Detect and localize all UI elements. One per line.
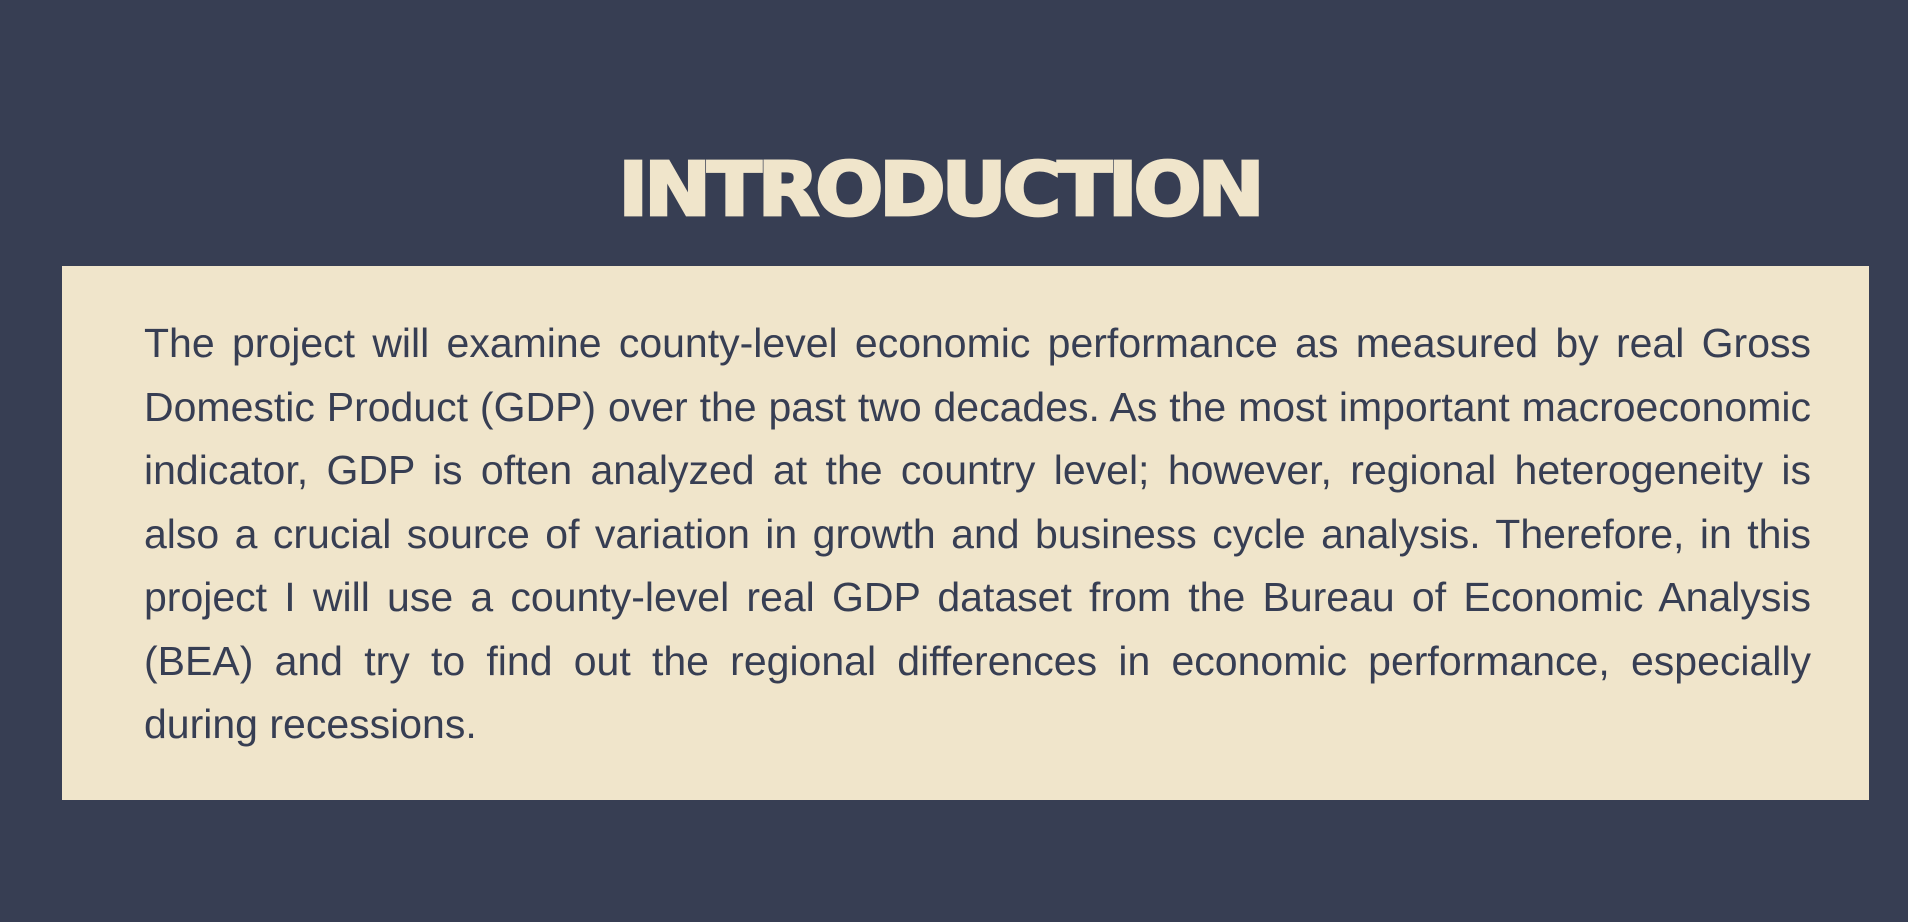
slide-title: INTRODUCTION xyxy=(617,145,1266,233)
intro-text-panel: The project will examine county-level ec… xyxy=(62,266,1869,800)
intro-paragraph: The project will examine county-level ec… xyxy=(144,320,1811,747)
